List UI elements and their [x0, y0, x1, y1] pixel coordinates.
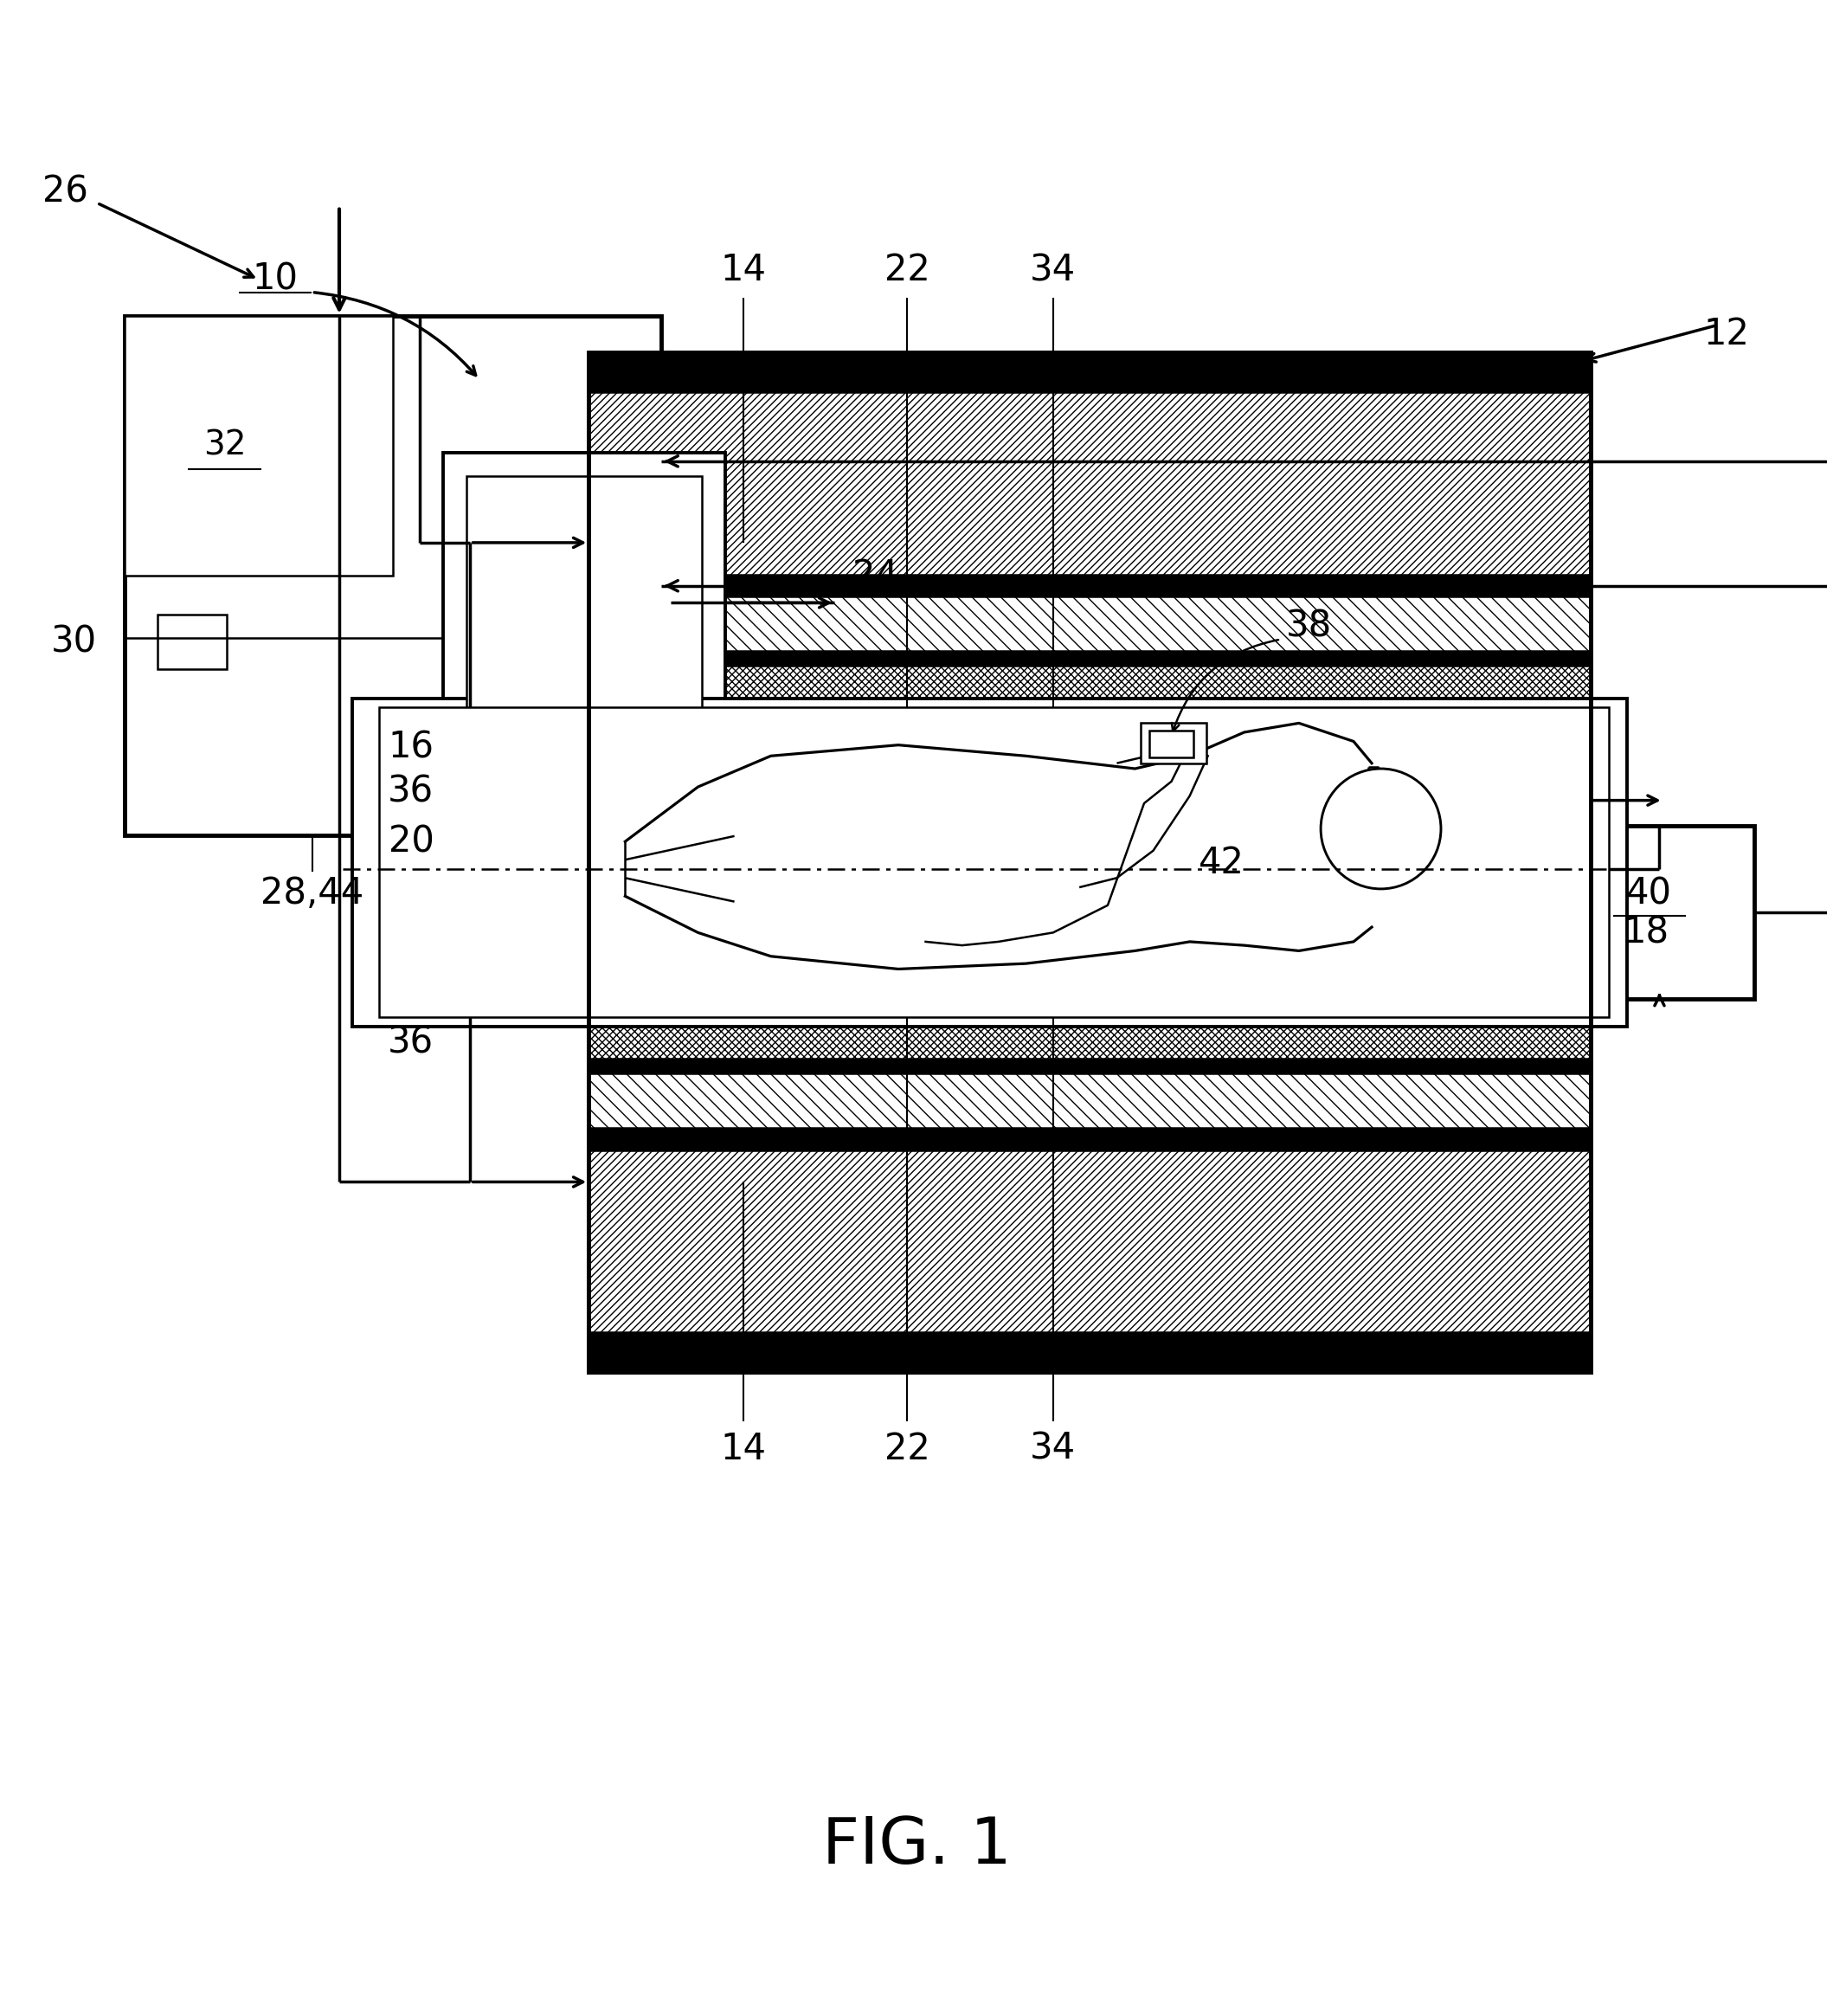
Text: 34: 34	[1030, 252, 1076, 288]
Text: 42: 42	[1199, 845, 1245, 881]
Bar	[158, 615, 225, 669]
Bar	[588, 651, 1591, 665]
Bar	[588, 393, 1591, 575]
Text: 22: 22	[885, 1431, 929, 1468]
Bar	[588, 575, 1591, 597]
Bar	[588, 353, 1591, 1373]
Text: 36: 36	[389, 1024, 434, 1060]
Text: 16: 16	[389, 730, 434, 766]
Text: 22: 22	[885, 252, 929, 288]
Bar	[588, 665, 1591, 698]
Bar	[379, 708, 1609, 1018]
Text: 10: 10	[253, 262, 299, 298]
Bar	[588, 1026, 1591, 1058]
Bar	[588, 1149, 1591, 1333]
Text: 34: 34	[1030, 1431, 1076, 1468]
Text: 24: 24	[852, 556, 898, 593]
Text: 12: 12	[1705, 317, 1751, 353]
Text: FIG. 1: FIG. 1	[821, 1814, 1012, 1877]
Bar	[125, 317, 392, 575]
Text: 30: 30	[51, 623, 97, 659]
Bar	[444, 452, 726, 754]
Bar	[588, 353, 1591, 393]
Text: 32: 32	[203, 429, 246, 462]
Text: 38: 38	[1287, 609, 1333, 645]
Text: 14: 14	[720, 1431, 766, 1468]
Bar	[588, 1058, 1591, 1075]
Bar	[588, 353, 1591, 1373]
Bar	[588, 597, 1591, 651]
Bar	[588, 1075, 1591, 1129]
Text: 36: 36	[389, 772, 434, 810]
Bar	[125, 317, 662, 835]
Bar	[1140, 724, 1206, 764]
Bar	[467, 476, 702, 730]
Text: 20: 20	[389, 823, 434, 859]
Text: 18: 18	[1622, 915, 1670, 952]
Text: 28,44: 28,44	[260, 875, 365, 911]
Text: 26: 26	[42, 173, 88, 210]
Bar	[1545, 827, 1754, 998]
Bar	[1149, 730, 1193, 758]
Bar	[352, 698, 1626, 1026]
Bar	[588, 1333, 1591, 1373]
Bar	[588, 1129, 1591, 1149]
Text: 40: 40	[1626, 877, 1672, 913]
Text: 14: 14	[720, 252, 766, 288]
